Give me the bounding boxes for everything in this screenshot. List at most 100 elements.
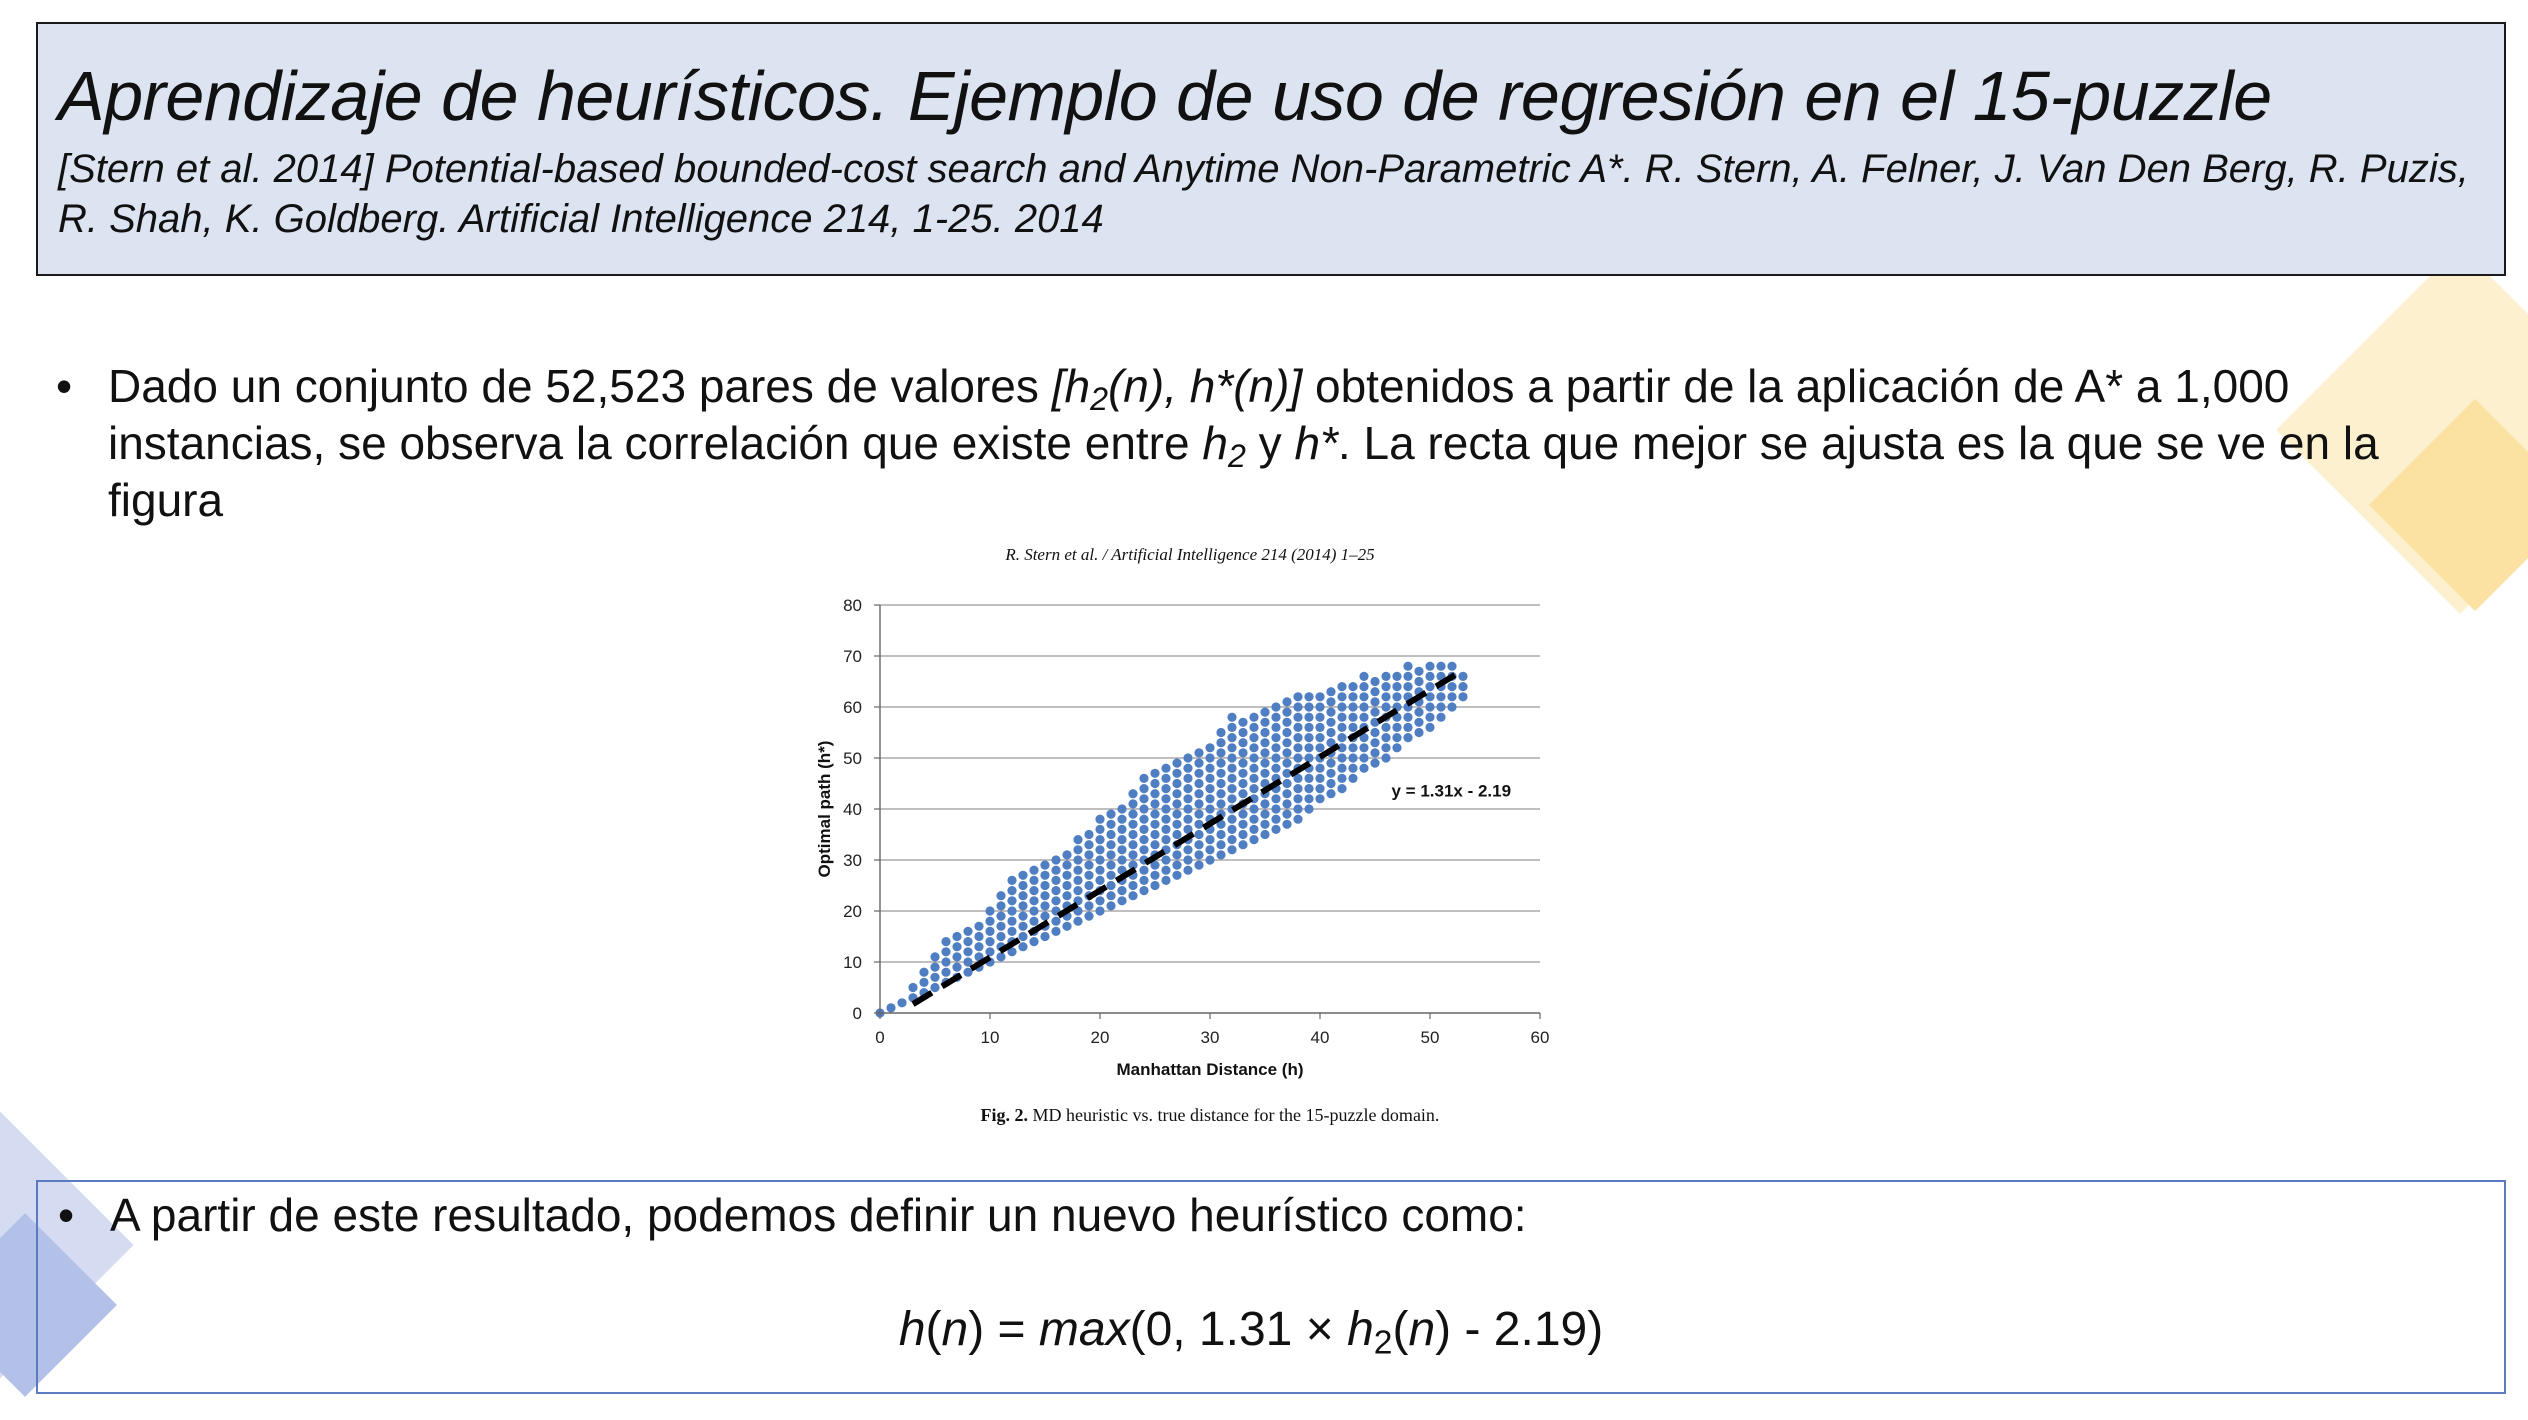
- data-point: [1392, 722, 1402, 732]
- data-point: [952, 931, 962, 942]
- x-tick-label: 30: [1201, 1028, 1220, 1047]
- data-point: [1359, 702, 1369, 712]
- data-point: [1150, 860, 1160, 870]
- data-point: [1227, 763, 1237, 773]
- data-point: [1216, 819, 1226, 829]
- x-tick-label: 40: [1311, 1028, 1330, 1047]
- data-point: [1359, 692, 1369, 702]
- data-point: [1348, 702, 1358, 712]
- data-point: [1381, 671, 1391, 681]
- data-point: [1139, 835, 1149, 845]
- data-point: [1282, 758, 1292, 768]
- data-point: [1183, 865, 1193, 875]
- data-point: [1040, 901, 1050, 911]
- data-point: [1326, 789, 1336, 799]
- data-point: [1194, 860, 1204, 870]
- data-point: [1249, 753, 1259, 763]
- data-point: [1238, 809, 1248, 819]
- data-point: [897, 998, 907, 1008]
- x-axis-label: Manhattan Distance (h): [1116, 1060, 1303, 1079]
- data-point: [1227, 835, 1237, 845]
- data-point: [1293, 722, 1303, 732]
- data-point: [1106, 901, 1116, 911]
- data-point: [1326, 717, 1336, 727]
- data-point: [930, 972, 940, 982]
- data-point: [1161, 794, 1171, 804]
- data-point: [1161, 814, 1171, 824]
- data-point: [908, 982, 918, 993]
- data-point: [1260, 727, 1270, 738]
- data-point: [1051, 855, 1061, 865]
- data-point: [1293, 794, 1303, 804]
- chart-points: [875, 661, 1468, 1018]
- data-point: [1337, 692, 1347, 702]
- data-point: [1293, 773, 1303, 783]
- data-point: [1370, 676, 1380, 687]
- data-point: [1381, 753, 1391, 763]
- data-point: [1282, 748, 1292, 758]
- y-tick-label: 80: [843, 596, 862, 615]
- data-point: [1183, 824, 1193, 834]
- data-point: [1271, 824, 1281, 834]
- data-point: [1381, 702, 1391, 712]
- x-tick-label: 60: [1531, 1028, 1550, 1047]
- data-point: [1205, 835, 1215, 845]
- data-point: [1007, 896, 1017, 906]
- data-point: [996, 931, 1006, 942]
- data-point: [1381, 733, 1391, 743]
- data-point: [1018, 911, 1028, 921]
- data-point: [1161, 824, 1171, 834]
- data-point: [1029, 906, 1039, 916]
- data-point: [1249, 814, 1259, 824]
- data-point: [1293, 814, 1303, 824]
- data-point: [1381, 722, 1391, 732]
- data-point: [1282, 768, 1292, 778]
- data-point: [1205, 855, 1215, 865]
- reference-citation: [Stern et al. 2014] Potential-based boun…: [58, 147, 2469, 241]
- data-point: [1337, 733, 1347, 743]
- data-point: [1403, 722, 1413, 732]
- data-point: [1216, 829, 1226, 840]
- data-point: [1194, 850, 1204, 860]
- trendline-label: y = 1.31x - 2.19: [1392, 781, 1512, 800]
- data-point: [1194, 819, 1204, 829]
- data-point: [1337, 682, 1347, 692]
- data-point: [1018, 921, 1028, 931]
- data-point: [1370, 748, 1380, 758]
- data-point: [1106, 829, 1116, 840]
- data-point: [1194, 778, 1204, 789]
- data-point: [1007, 947, 1017, 957]
- data-point: [1238, 717, 1248, 727]
- data-point: [1425, 671, 1435, 681]
- data-point: [1018, 942, 1028, 952]
- data-point: [1051, 865, 1061, 875]
- data-point: [1370, 727, 1380, 738]
- figure-caption-text: MD heuristic vs. true distance for the 1…: [1028, 1105, 1440, 1125]
- x-tick-label: 50: [1421, 1028, 1440, 1047]
- data-point: [1150, 789, 1160, 799]
- data-point: [1194, 809, 1204, 819]
- data-point: [1293, 702, 1303, 712]
- data-point: [1139, 794, 1149, 804]
- y-tick-label: 20: [843, 902, 862, 921]
- data-point: [1161, 804, 1171, 814]
- data-point: [1205, 794, 1215, 804]
- data-point: [1238, 789, 1248, 799]
- y-tick-label: 50: [843, 749, 862, 768]
- data-point: [1359, 763, 1369, 773]
- data-point: [1315, 784, 1325, 794]
- figure-header: R. Stern et al. / Artificial Intelligenc…: [1005, 545, 1375, 564]
- data-point: [1271, 794, 1281, 804]
- data-point: [1128, 819, 1138, 829]
- data-point: [1392, 682, 1402, 692]
- data-point: [1216, 768, 1226, 778]
- data-point: [1337, 773, 1347, 783]
- data-point: [1326, 738, 1336, 748]
- data-point: [1326, 727, 1336, 738]
- data-point: [1018, 880, 1028, 891]
- data-point: [1139, 845, 1149, 855]
- data-point: [996, 921, 1006, 931]
- data-point: [1425, 661, 1435, 671]
- data-point: [1293, 784, 1303, 794]
- data-point: [1260, 819, 1270, 829]
